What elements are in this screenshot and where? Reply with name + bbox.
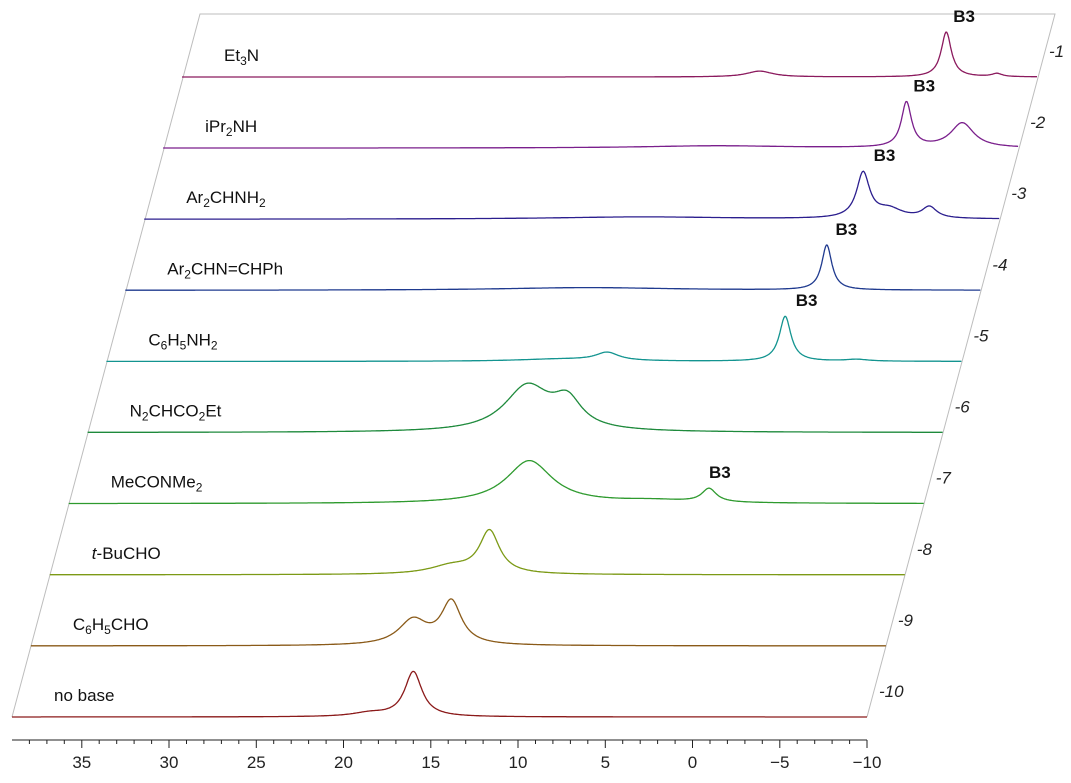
series-index-6: -6 [955,398,971,417]
series-label-4: Ar2​CHN=CHPh [167,259,283,281]
peak-annotation-4: B3 [836,220,858,239]
x-tick-label-4: 15 [421,753,440,772]
spectrum-trace-4 [125,244,981,291]
x-tick-label-1: 30 [160,753,179,772]
series-index-1: -1 [1049,42,1064,61]
series-index-3: -3 [1011,184,1027,203]
peak-annotations: B3 B3 B3 B3 B3 B3 [709,7,975,482]
peak-annotation-7: B3 [709,463,731,482]
peak-annotation-2: B3 [913,76,935,95]
peak-annotation-3: B3 [874,146,896,165]
x-tick-label-6: 5 [601,753,610,772]
spectrum-trace-5 [106,315,962,363]
x-tick-label-8: −5 [770,753,789,772]
series-label-2: iPr2​NH [205,117,257,139]
spectrum-trace-6 [87,382,943,433]
series-label-7: MeCONMe2​ [111,473,203,495]
x-tick-label-9: −10 [853,753,882,772]
x-tick-label-3: 20 [334,753,353,772]
series-label-6: N2​CHCO2​Et [130,402,222,424]
series-labels: Et3​N iPr2​NH Ar2​CHNH2​ Ar2​CHN=CHPh C6​H5​… [54,46,283,705]
series-index-4: -4 [992,255,1007,274]
series-label-8: t-BuCHO [92,544,161,563]
spectrum-trace-3 [144,170,1000,220]
peak-annotation-1: B3 [953,7,975,26]
spectrum-trace-8 [49,528,905,576]
series-label-9: C6​H5​CHO [73,615,149,637]
plot-frame-outline [11,13,1056,718]
spectrum-trace-9 [30,598,886,647]
x-tick-label-0: 35 [72,753,91,772]
series-label-5: C6​H5​NH2​ [148,330,218,352]
series-label-10: no base [54,686,115,705]
series-index-5: -5 [973,326,989,345]
series-label-1: Et3​N [224,46,259,68]
x-tick-label-5: 10 [509,753,528,772]
spectrum-trace-10 [12,670,867,718]
peak-annotation-5: B3 [796,291,818,310]
x-tick-label-2: 25 [247,753,266,772]
spectrum-trace-7 [68,459,924,505]
spectra-traces [12,31,1037,718]
series-index-labels: -1 -2 -3 -4 -5 -6 -7 -8 -9 -10 [879,42,1064,701]
x-axis: 35 30 25 20 15 10 5 0 −5 −10 [12,739,882,772]
series-index-7: -7 [936,469,952,488]
x-tick-label-7: 0 [688,753,697,772]
series-index-8: -8 [917,540,933,559]
plot-frame [11,13,1056,718]
series-index-10: -10 [879,682,904,701]
series-index-9: -9 [898,611,914,630]
spectrum-trace-1 [182,31,1037,78]
series-label-3: Ar2​CHNH2​ [186,188,266,210]
series-index-2: -2 [1030,113,1046,132]
spectrum-trace-2 [163,100,1019,149]
